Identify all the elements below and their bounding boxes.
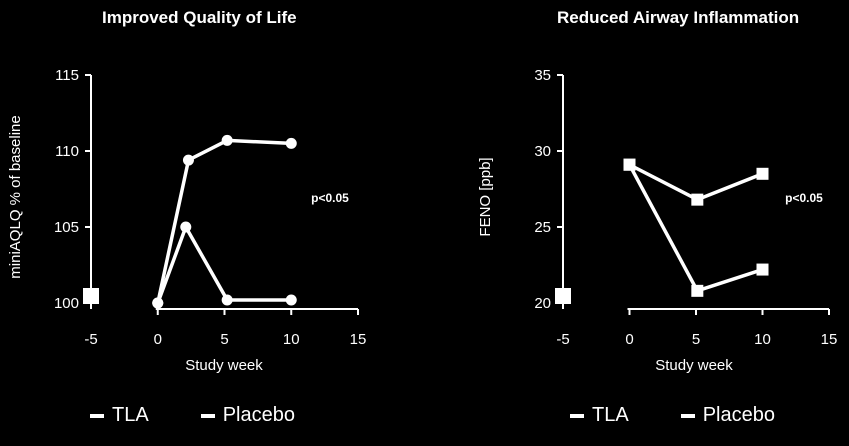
chart-plot: 20 25 30 35 -5 0 5 10 15 Study week FENO [ppb] p<0.…: [477, 67, 838, 374]
axis-break-marker: [83, 288, 99, 304]
chart-plot: 100 105 110 115 -5 0 5 10 15 Study week miniAQLQ %…: [7, 67, 367, 374]
x-axis-label: Study week: [655, 357, 733, 374]
data-point-placebo: [180, 221, 192, 233]
chart-title: Reduced Airway Inflammation: [557, 8, 800, 27]
y-tick-label: 35: [534, 67, 551, 84]
legend-swatch: [90, 413, 104, 418]
data-point-placebo: [285, 294, 297, 306]
data-point-tla: [285, 137, 297, 149]
chart-panel-quality-of-life: Improved Quality of Life 100 105 110 115 -5 0…: [0, 0, 424, 446]
series-line-placebo: [156, 225, 292, 304]
data-point-tla: [691, 284, 704, 297]
x-tick-label: 0: [625, 331, 633, 348]
x-tick-label: -5: [84, 331, 97, 348]
chart-title: Improved Quality of Life: [102, 8, 297, 27]
x-tick-label: 15: [821, 331, 838, 348]
data-point-placebo: [691, 193, 704, 206]
x-tick-label: 15: [350, 331, 367, 348]
x-tick-label: 5: [692, 331, 700, 348]
x-tick-label: 10: [283, 331, 300, 348]
data-point-tla: [221, 134, 233, 146]
data-point-tla: [182, 154, 194, 166]
p-value-annotation: p<0.05: [785, 191, 823, 205]
y-tick-label: 110: [55, 143, 79, 160]
legend-label: TLA: [592, 404, 629, 426]
legend-item-tla: TLA: [90, 404, 149, 427]
y-tick-label: 20: [534, 295, 551, 312]
x-tick-label: 5: [220, 331, 228, 348]
y-tick-label: 25: [534, 219, 551, 236]
y-tick-label: 115: [55, 67, 79, 84]
legend-label: Placebo: [222, 404, 295, 426]
legend: TLA Placebo: [90, 404, 347, 427]
p-value-annotation: p<0.05: [311, 191, 349, 205]
chart-panel-airway-inflammation: Reduced Airway Inflammation 20 25 30 35 -5 0 5…: [424, 0, 848, 446]
y-tick-label: 30: [534, 143, 551, 160]
x-tick-label: -5: [556, 331, 569, 348]
legend-swatch: [680, 413, 695, 418]
y-axis-label: FENO [ppb]: [477, 157, 494, 236]
y-tick-label: 100: [54, 295, 79, 312]
legend-label: Placebo: [702, 404, 775, 426]
data-point-tla: [623, 158, 636, 171]
legend: TLA Placebo: [570, 404, 827, 427]
x-tick-label: 0: [154, 331, 162, 348]
x-tick-label: 10: [754, 331, 771, 348]
data-point-placebo: [756, 167, 769, 180]
axis-break-marker: [555, 288, 571, 304]
x-axis-label: Study week: [185, 357, 263, 374]
legend-label: TLA: [112, 404, 149, 426]
legend-swatch: [200, 413, 215, 418]
data-point-placebo: [152, 297, 164, 309]
series-line-tla: [156, 138, 292, 304]
data-point-placebo: [221, 294, 233, 306]
legend-item-tla: TLA: [570, 404, 629, 427]
y-tick-label: 105: [54, 219, 79, 236]
y-axis-label: miniAQLQ % of baseline: [7, 115, 24, 278]
legend-item-placebo: Placebo: [680, 404, 775, 427]
series-line-tla: [627, 163, 764, 293]
data-point-tla: [756, 263, 769, 276]
legend-item-placebo: Placebo: [200, 404, 295, 427]
legend-swatch: [570, 413, 584, 418]
